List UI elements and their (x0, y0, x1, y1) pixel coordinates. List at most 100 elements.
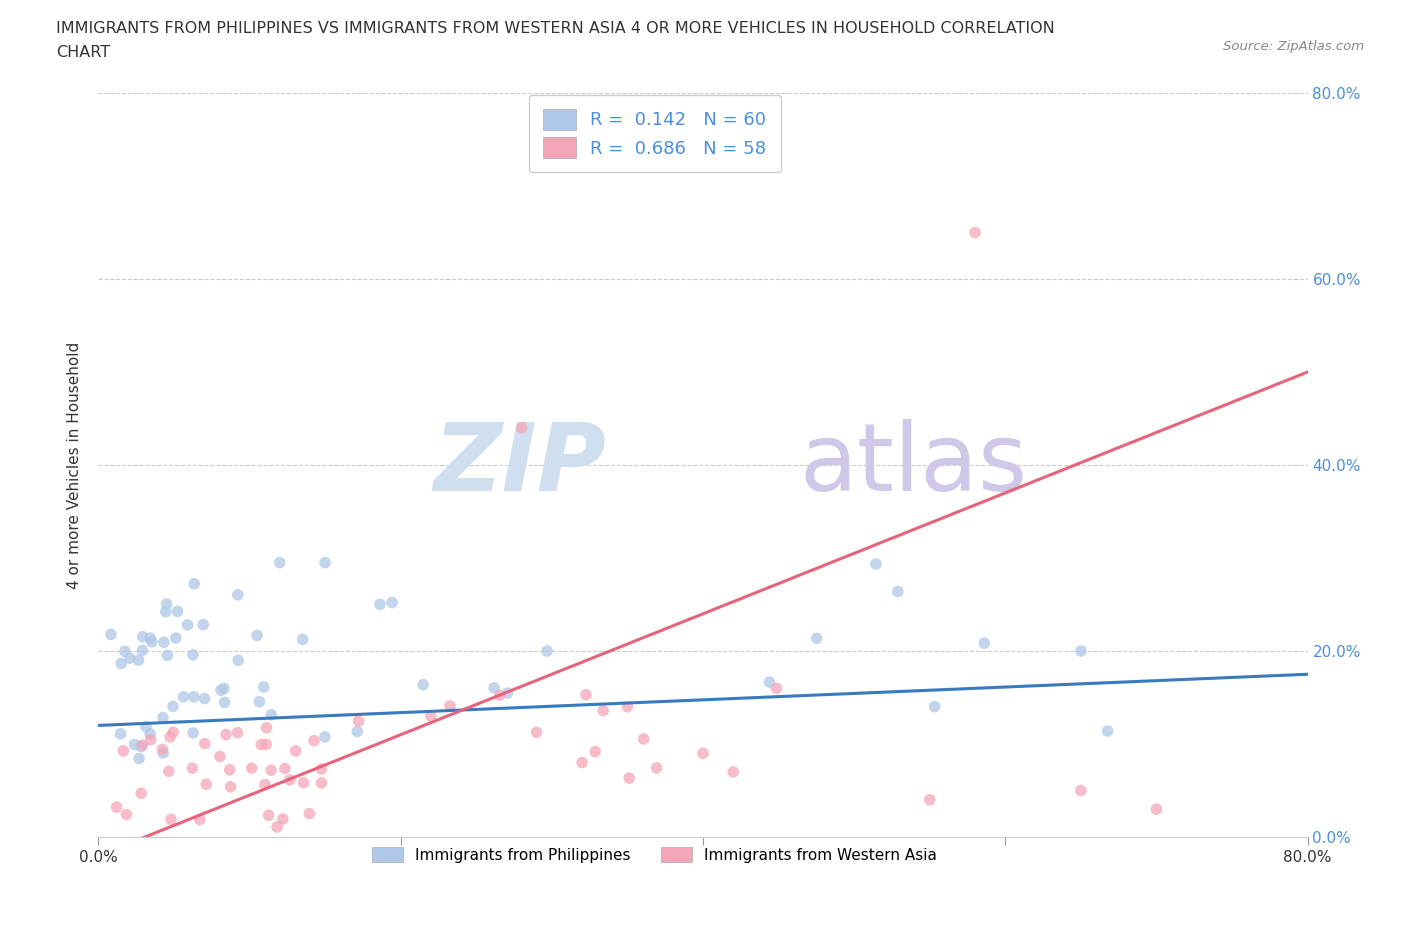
Point (131, 630, 153, 644)
Point (496, 685, 519, 700)
Point (155, 604, 177, 619)
Point (157, 764, 180, 778)
Point (723, 764, 745, 779)
Point (226, 653, 249, 668)
Point (128, 653, 150, 668)
Point (257, 808, 280, 823)
Point (266, 819, 288, 834)
Point (271, 812, 294, 827)
Point (412, 677, 434, 692)
Point (162, 699, 184, 714)
Point (260, 708, 283, 723)
Point (152, 742, 174, 757)
Point (193, 618, 215, 632)
Point (965, 225, 987, 240)
Point (181, 647, 204, 662)
Point (887, 584, 910, 599)
Point (100, 627, 122, 642)
Point (183, 689, 205, 704)
Point (110, 656, 132, 671)
Point (592, 703, 614, 718)
Point (298, 806, 321, 821)
Point (526, 724, 548, 739)
Point (141, 634, 163, 649)
Point (924, 699, 946, 714)
Point (139, 631, 162, 645)
Point (619, 771, 641, 786)
Point (246, 628, 269, 643)
Point (758, 674, 780, 689)
Point (226, 725, 249, 740)
Point (645, 761, 668, 776)
Text: ZIP: ZIP (433, 419, 606, 511)
Point (115, 807, 138, 822)
Point (183, 577, 205, 591)
Point (254, 777, 277, 792)
Point (918, 792, 941, 807)
Point (291, 632, 314, 647)
Point (176, 618, 198, 632)
Point (124, 737, 146, 752)
Point (633, 732, 655, 747)
Point (575, 687, 598, 702)
Point (160, 812, 183, 827)
Point (172, 689, 194, 704)
Point (973, 636, 995, 651)
Point (865, 556, 887, 571)
Point (254, 737, 277, 751)
Point (114, 644, 136, 658)
Point (1070, 644, 1092, 658)
Point (269, 555, 291, 570)
Point (536, 644, 558, 658)
Point (152, 711, 174, 725)
Y-axis label: 4 or more Vehicles in Household: 4 or more Vehicles in Household (67, 341, 83, 589)
Point (131, 737, 153, 752)
Point (284, 743, 307, 758)
Point (112, 743, 135, 758)
Point (131, 643, 153, 658)
Point (311, 776, 333, 790)
Point (381, 595, 404, 610)
Legend: Immigrants from Philippines, Immigrants from Western Asia: Immigrants from Philippines, Immigrants … (364, 839, 945, 870)
Point (135, 720, 157, 735)
Point (152, 746, 174, 761)
Point (278, 773, 301, 788)
Point (314, 555, 336, 570)
Point (488, 688, 510, 703)
Point (209, 683, 232, 698)
Point (292, 776, 315, 790)
Point (420, 709, 443, 724)
Point (159, 729, 181, 744)
Point (256, 721, 278, 736)
Point (482, 681, 505, 696)
Point (129, 739, 152, 754)
Point (249, 694, 271, 709)
Point (226, 588, 249, 603)
Point (208, 749, 231, 764)
Text: CHART: CHART (56, 45, 110, 60)
Point (583, 744, 606, 759)
Point (212, 681, 235, 696)
Point (314, 729, 336, 744)
Point (153, 635, 176, 650)
Point (181, 761, 204, 776)
Text: Source: ZipAtlas.com: Source: ZipAtlas.com (1223, 40, 1364, 53)
Point (806, 631, 828, 645)
Point (347, 713, 370, 728)
Point (195, 777, 218, 791)
Point (194, 737, 217, 751)
Point (692, 746, 714, 761)
Point (128, 751, 150, 766)
Point (253, 680, 276, 695)
Point (1097, 724, 1119, 738)
Point (139, 726, 162, 741)
Point (129, 786, 152, 801)
Text: atlas: atlas (800, 419, 1028, 511)
Point (510, 420, 533, 435)
Point (368, 597, 391, 612)
Point (110, 726, 132, 741)
Point (214, 695, 236, 710)
Point (139, 732, 162, 747)
Point (166, 604, 188, 618)
Point (260, 763, 283, 777)
